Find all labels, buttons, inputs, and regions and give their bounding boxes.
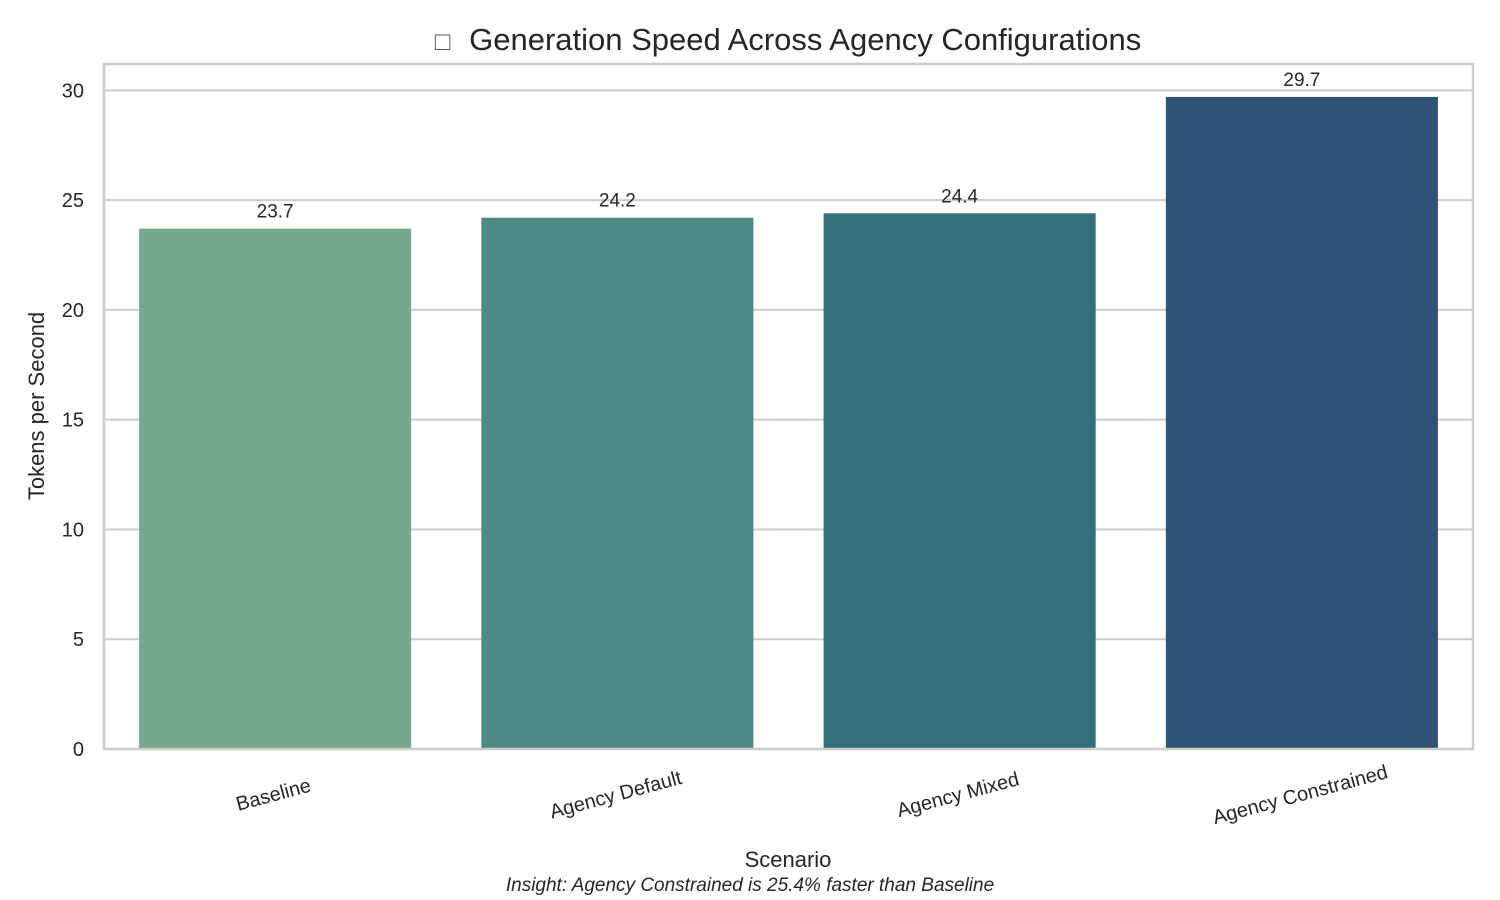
plot-frame <box>102 62 1475 751</box>
bar <box>481 217 754 749</box>
x-tick-label: Agency Default <box>547 767 684 823</box>
x-axis-ticks: Baseline Agency Default Agency Mixed Agency… <box>234 761 1390 829</box>
y-tick-label: 25 <box>62 190 84 212</box>
title-text: Generation Speed Across Agency Configura… <box>469 22 1141 57</box>
bars <box>139 96 1438 750</box>
bar-value-label: 29.7 <box>1283 70 1320 91</box>
insight-annotation: Insight: Agency Constrained is 25.4% fas… <box>506 875 994 896</box>
bar-value-label: 23.7 <box>257 202 294 223</box>
y-tick-label: 10 <box>62 519 84 541</box>
bar <box>1165 96 1438 750</box>
bar-value-label: 24.2 <box>599 191 636 212</box>
bar <box>139 228 412 750</box>
x-tick-label: Agency Mixed <box>895 768 1022 822</box>
chart-title: □ Generation Speed Across Agency Configu… <box>435 22 1141 57</box>
y-tick-label: 30 <box>62 80 84 102</box>
y-tick-label: 15 <box>62 410 84 432</box>
x-tick-label: Baseline <box>234 775 314 816</box>
data-labels: 23.7 24.2 24.4 29.7 <box>257 70 1321 223</box>
y-tick-label: 20 <box>62 300 84 322</box>
bar <box>823 213 1096 750</box>
y-axis-ticks: 0 5 10 15 20 25 30 <box>62 80 84 761</box>
y-tick-label: 5 <box>73 629 84 651</box>
x-axis-label: Scenario <box>745 847 832 872</box>
y-tick-label: 0 <box>73 739 84 761</box>
y-axis-label: Tokens per Second <box>24 312 49 500</box>
x-tick-label: Agency Constrained <box>1210 761 1390 829</box>
title-icon: □ <box>435 26 451 56</box>
bar-value-label: 24.4 <box>941 186 978 207</box>
